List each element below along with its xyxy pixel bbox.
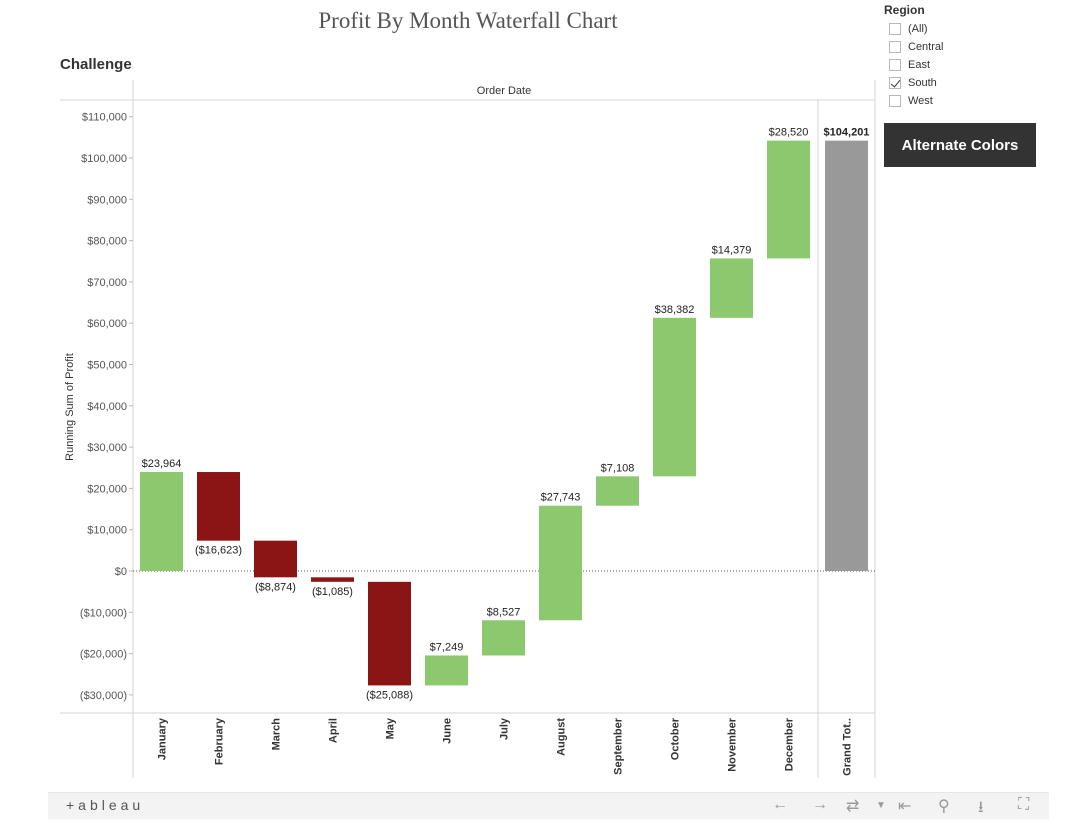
bar-february[interactable] (197, 472, 240, 541)
redo-icon[interactable]: → (812, 796, 828, 813)
x-tick-label: March (271, 718, 283, 751)
bar-june[interactable] (425, 655, 468, 686)
tableau-toolbar: +ableau ← → ⇄ ▼ ⇤ ⚲ ⭳ ⛶ (48, 792, 1049, 819)
x-tick-label: January (157, 717, 169, 760)
filter-item-west[interactable]: West (884, 92, 1034, 110)
filter-item-label: (All) (908, 23, 928, 35)
y-tick-label: $0 (115, 566, 127, 578)
bar-value-label: $14,379 (712, 244, 752, 256)
filter-checkbox[interactable] (889, 23, 901, 35)
filter-checkbox[interactable] (889, 41, 901, 53)
x-tick-label: June (442, 718, 454, 744)
waterfall-chart: Order Date Running Sum of Profit $110,00… (60, 80, 876, 778)
bar-value-label: $27,743 (541, 492, 581, 504)
bar-value-label: ($1,085) (312, 586, 353, 598)
revert-icon[interactable]: ⇄ (846, 798, 860, 815)
download-icon[interactable]: ⭳ (978, 799, 984, 816)
bar-value-label: ($16,623) (195, 545, 242, 557)
x-tick-label: May (385, 717, 397, 739)
y-axis-title: Running Sum of Profit (64, 353, 76, 461)
y-tick-label: $50,000 (87, 360, 127, 372)
filter-item-label: East (908, 59, 931, 71)
filter-checkbox[interactable] (889, 59, 901, 71)
undo-icon[interactable]: ← (772, 796, 788, 813)
x-tick-label-total: Grand Tot.. (842, 718, 854, 776)
bar-march[interactable] (254, 540, 297, 578)
fullscreen-icon[interactable]: ⛶ (1018, 796, 1030, 813)
bar-value-label: $7,249 (430, 641, 464, 653)
y-tick-label: ($10,000) (80, 607, 127, 619)
filter-checkbox[interactable] (889, 95, 901, 107)
y-tick-label: $10,000 (87, 525, 127, 537)
share-icon[interactable]: ⚲ (938, 798, 950, 815)
bar-grand-total[interactable] (825, 140, 868, 571)
y-tick-label: $30,000 (87, 442, 127, 454)
y-tick-label: $100,000 (81, 153, 127, 165)
filter-item-label: Central (908, 41, 944, 53)
tableau-logo[interactable]: +ableau (66, 797, 144, 813)
x-tick-label: July (499, 717, 511, 740)
bar-september[interactable] (596, 476, 639, 506)
bar-value-label: ($8,874) (255, 581, 296, 593)
region-filter: Region (All) Central East South West (884, 3, 1034, 110)
x-tick-label: February (214, 717, 226, 765)
y-tick-label: $90,000 (87, 194, 127, 206)
bar-value-label: $28,520 (769, 127, 809, 139)
chart-title: Profit By Month Waterfall Chart (318, 8, 618, 33)
bar-november[interactable] (710, 258, 753, 318)
alternate-colors-button[interactable]: Alternate Colors (884, 123, 1036, 167)
bar-value-label: $8,527 (487, 606, 521, 618)
filter-item-central[interactable]: Central (884, 38, 1034, 56)
x-tick-label: September (613, 717, 625, 775)
bar-october[interactable] (653, 317, 696, 477)
x-tick-label: December (784, 717, 796, 771)
bar-august[interactable] (539, 505, 582, 621)
bar-may[interactable] (368, 581, 411, 686)
x-tick-label: April (328, 718, 340, 743)
reset-icon[interactable]: ⇤ (898, 798, 912, 815)
x-tick-label: October (670, 717, 682, 760)
total-value-label: $104,201 (824, 127, 870, 139)
filter-checkbox[interactable] (889, 77, 901, 89)
bar-value-label: $23,964 (142, 458, 182, 470)
y-tick-label: $60,000 (87, 318, 127, 330)
y-tick-label: $110,000 (82, 112, 127, 124)
chevron-down-icon[interactable]: ▼ (876, 800, 886, 811)
y-tick-label: $20,000 (87, 483, 127, 495)
bar-december[interactable] (767, 140, 810, 259)
bar-january[interactable] (140, 472, 183, 571)
y-tick-label: $70,000 (87, 277, 127, 289)
filter-title: Region (884, 3, 925, 17)
filter-item-all[interactable]: (All) (884, 20, 1034, 38)
y-tick-label: ($30,000) (80, 690, 127, 702)
sheet-name: Challenge (60, 56, 132, 73)
bar-value-label: $7,108 (601, 462, 635, 474)
tableau-logo-text: +ableau (66, 797, 145, 813)
y-tick-label: $40,000 (87, 401, 127, 413)
x-tick-label: November (727, 717, 739, 772)
filter-item-east[interactable]: East (884, 56, 1034, 74)
filter-item-label: West (908, 95, 933, 107)
bar-value-label: ($25,088) (366, 689, 413, 701)
x-tick-label: August (556, 718, 568, 756)
y-tick-label: ($20,000) (80, 649, 127, 661)
y-tick-label: $80,000 (87, 236, 127, 248)
column-header: Order Date (477, 85, 531, 97)
bar-july[interactable] (482, 620, 525, 656)
bar-value-label: $38,382 (655, 304, 695, 316)
filter-item-label: South (908, 77, 937, 89)
bar-april[interactable] (311, 577, 354, 582)
filter-item-south[interactable]: South (884, 74, 1034, 92)
